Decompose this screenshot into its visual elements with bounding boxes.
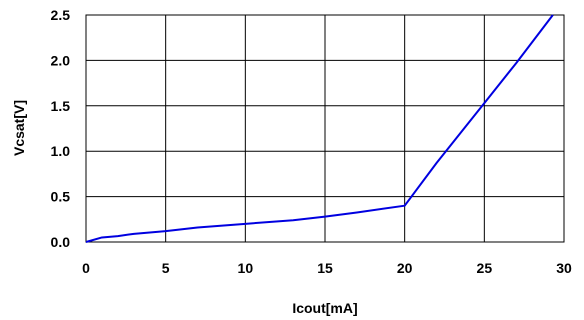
x-tick-label: 30 — [556, 260, 572, 276]
x-tick-label: 0 — [82, 260, 90, 276]
x-axis-label: Icout[mA] — [292, 300, 357, 316]
grid — [86, 15, 564, 242]
y-tick-label: 0.0 — [51, 234, 71, 250]
x-tick-label: 25 — [477, 260, 493, 276]
y-tick-label: 2.5 — [51, 7, 71, 23]
y-tick-label: 2.0 — [51, 52, 71, 68]
y-tick-label: 0.5 — [51, 189, 71, 205]
x-tick-label: 15 — [317, 260, 333, 276]
x-tick-label: 10 — [238, 260, 254, 276]
series-layer — [85, 14, 554, 243]
x-tick-label: 5 — [162, 260, 170, 276]
y-tick-labels: 0.0 0.5 1.0 1.5 2.0 2.5 — [51, 7, 71, 250]
y-tick-label: 1.5 — [51, 98, 71, 114]
x-tick-labels: 0 5 10 15 20 25 30 — [82, 260, 572, 276]
y-axis-label: Vcsat[V] — [11, 100, 27, 156]
y-tick-label: 1.0 — [51, 143, 71, 159]
x-tick-label: 20 — [397, 260, 413, 276]
